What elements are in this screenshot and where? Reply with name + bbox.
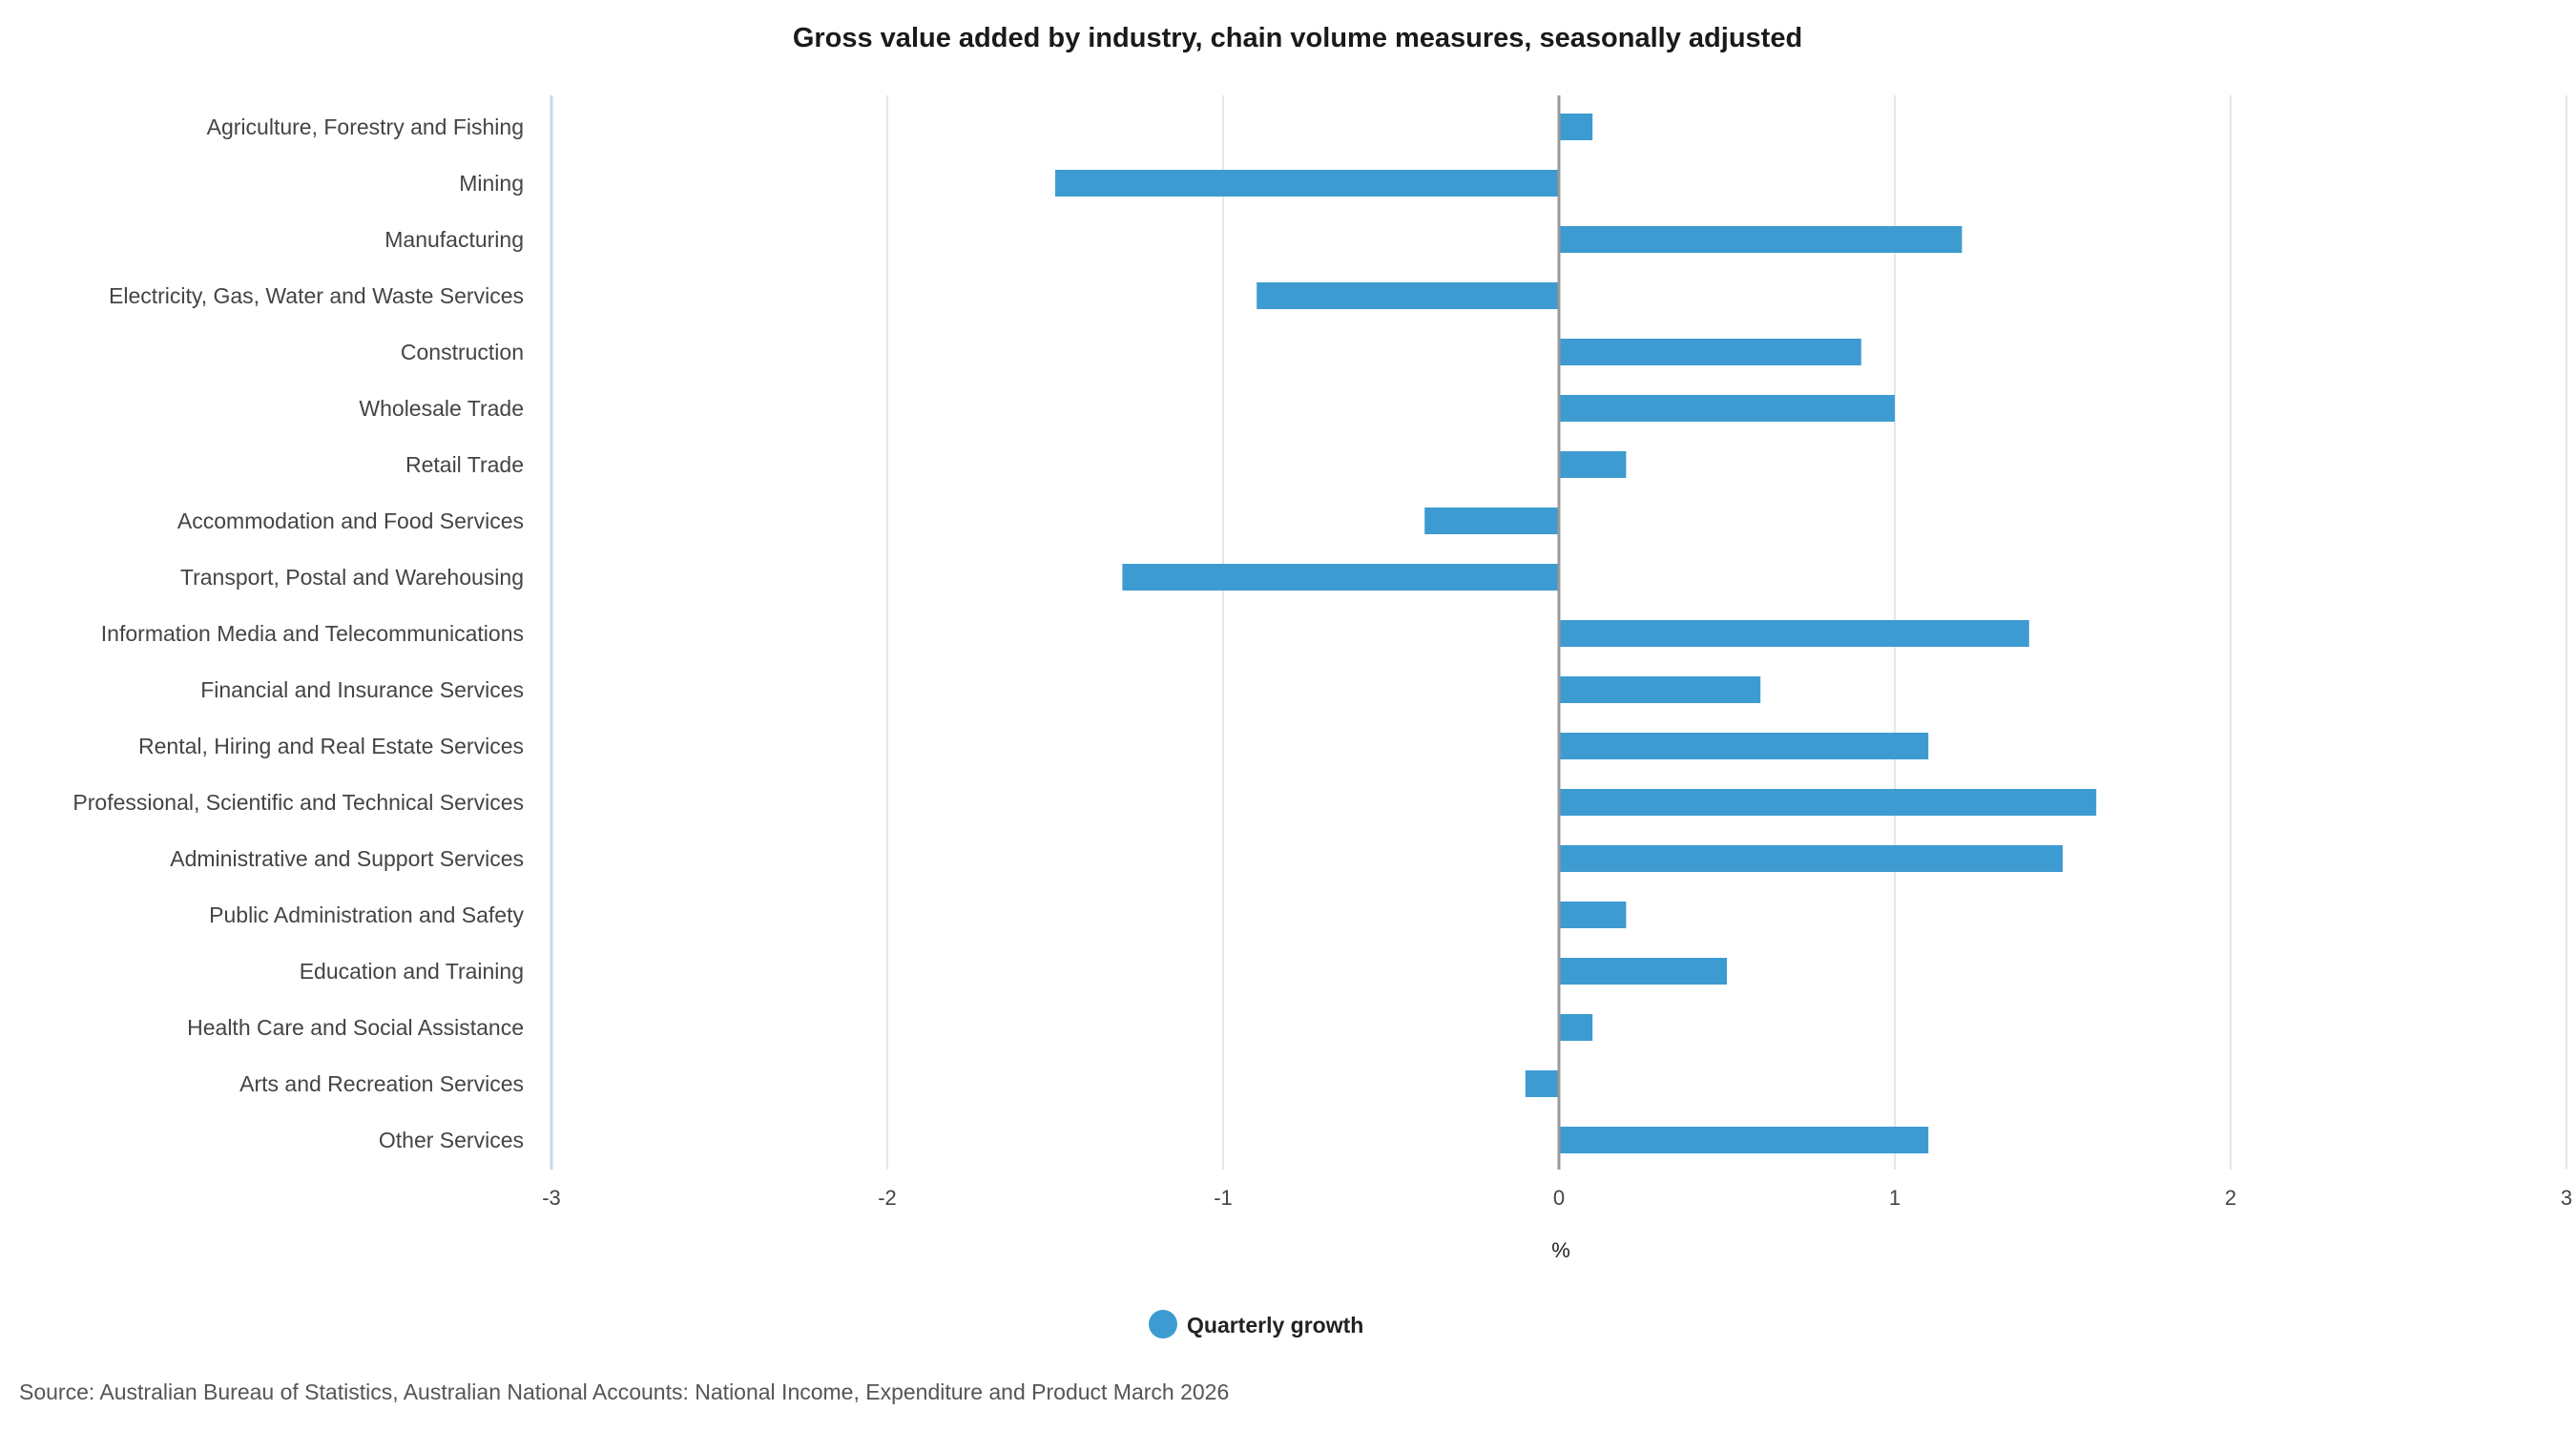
category-label: Information Media and Telecommunications — [101, 621, 524, 646]
bar[interactable] — [1559, 733, 1929, 759]
bar[interactable] — [1525, 1070, 1559, 1097]
bars — [1055, 114, 2097, 1153]
x-tick-label: 1 — [1889, 1186, 1901, 1210]
bar[interactable] — [1559, 676, 1761, 703]
source-note: Source: Australian Bureau of Statistics,… — [19, 1379, 1229, 1404]
bar[interactable] — [1559, 451, 1627, 478]
bar[interactable] — [1559, 958, 1727, 985]
category-label: Manufacturing — [384, 227, 524, 252]
x-tick-label: 2 — [2225, 1186, 2236, 1210]
category-label: Electricity, Gas, Water and Waste Servic… — [109, 283, 524, 308]
category-label: Health Care and Social Assistance — [187, 1015, 524, 1040]
legend[interactable]: Quarterly growth — [1149, 1310, 1363, 1338]
bar[interactable] — [1559, 789, 2097, 816]
category-label: Mining — [459, 171, 524, 196]
x-tick-label: -3 — [542, 1186, 561, 1210]
category-labels: Agriculture, Forestry and Fishing Mining M… — [73, 114, 524, 1152]
bar[interactable] — [1559, 1014, 1593, 1041]
bar[interactable] — [1559, 339, 1861, 365]
legend-label: Quarterly growth — [1187, 1313, 1363, 1338]
category-label: Public Administration and Safety — [209, 902, 524, 927]
category-label: Transport, Postal and Warehousing — [180, 565, 524, 590]
chart-title: Gross value added by industry, chain vol… — [793, 23, 1802, 53]
bar[interactable] — [1559, 620, 2029, 647]
bar[interactable] — [1559, 902, 1627, 928]
x-tick-label: -2 — [878, 1186, 897, 1210]
bar[interactable] — [1559, 114, 1593, 140]
category-label: Rental, Hiring and Real Estate Services — [138, 734, 524, 758]
bar[interactable] — [1055, 170, 1559, 197]
legend-marker — [1149, 1310, 1177, 1338]
category-label: Arts and Recreation Services — [239, 1071, 524, 1096]
bar[interactable] — [1424, 508, 1559, 534]
category-label: Professional, Scientific and Technical S… — [73, 790, 524, 815]
bar[interactable] — [1559, 845, 2063, 872]
bar[interactable] — [1559, 1127, 1929, 1153]
x-tick-label: -1 — [1214, 1186, 1233, 1210]
bar[interactable] — [1257, 282, 1559, 309]
category-label: Retail Trade — [405, 452, 524, 477]
category-label: Wholesale Trade — [359, 396, 524, 421]
x-tick-label: 0 — [1553, 1186, 1565, 1210]
category-label: Other Services — [379, 1128, 524, 1152]
x-axis-title: % — [1551, 1238, 1570, 1262]
category-label: Financial and Insurance Services — [200, 677, 524, 702]
category-label: Administrative and Support Services — [170, 846, 524, 871]
x-tick-labels: -3 -2 -1 0 1 2 3 — [542, 1186, 2572, 1210]
axes — [550, 95, 1561, 1170]
x-tick-label: 3 — [2561, 1186, 2572, 1210]
bar[interactable] — [1559, 226, 1963, 253]
category-label: Accommodation and Food Services — [177, 508, 524, 533]
category-label: Agriculture, Forestry and Fishing — [207, 114, 524, 139]
bar[interactable] — [1122, 564, 1559, 591]
category-label: Education and Training — [300, 959, 524, 984]
bar[interactable] — [1559, 395, 1895, 422]
category-label: Construction — [401, 340, 524, 364]
